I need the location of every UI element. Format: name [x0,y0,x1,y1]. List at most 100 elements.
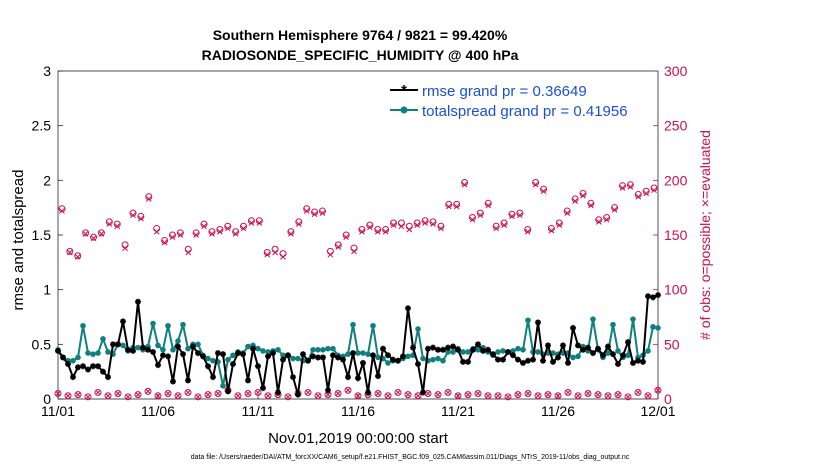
rmse-point [645,293,651,300]
obs-evaluated-marker [588,202,594,209]
rmse-point [470,346,476,353]
totalspread-point [230,352,236,359]
obs-evaluated-marker [82,231,89,237]
totalspread-point [375,354,381,361]
rmse-point [545,342,551,349]
obs-evaluated-marker [145,196,152,202]
obs-evaluated-marker [106,221,113,227]
y-left-tick-label: 0.5 [32,336,52,352]
totalspread-point [325,345,331,352]
rmse-point [650,294,656,301]
obs-evaluated-marker [343,234,350,241]
obs-low-marker [584,390,592,398]
obs-low-marker [504,393,512,401]
obs-low-evaluated-marker [405,392,411,397]
totalspread-point [205,355,211,362]
totalspread-point [465,349,471,355]
x-tick-label: 11/11 [242,403,275,419]
totalspread-point [440,357,446,364]
obs-low-evaluated-marker [555,393,561,399]
rmse-point [250,345,256,352]
legend-spread-marker [400,106,408,114]
rmse-point [580,346,586,353]
rmse-point [625,339,631,346]
obs-possible-marker [547,224,555,232]
rmse-point [280,356,286,363]
y-left-tick-label: 1 [43,282,51,298]
obs-possible-marker [145,193,153,201]
x-tick-label: 11/01 [41,403,75,419]
rmse-point [560,342,566,349]
y-right-tick-label: 150 [664,227,688,243]
obs-low-marker [154,392,162,400]
obs-low-marker [354,392,362,400]
rmse-point [620,352,626,359]
obs-possible-marker [587,199,595,207]
obs-low-marker [304,388,312,396]
totalspread-point [435,355,441,362]
obs-possible-marker [113,220,121,228]
totalspread-point [475,347,481,353]
obs-evaluated-marker [532,181,539,188]
obs-low-evaluated-marker [585,391,591,396]
totalspread-point [405,353,411,360]
obs-low-evaluated-marker [615,392,621,397]
obs-low-evaluated-marker [65,393,71,399]
rmse-point [355,375,361,382]
totalspread-point [605,350,611,356]
rmse-point [490,351,496,358]
obs-low-evaluated-marker [235,393,241,399]
obs-evaluated-marker [548,227,555,234]
rmse-point [215,350,221,357]
rmse-point [195,350,201,357]
obs-low-evaluated-marker [165,391,171,396]
obs-possible-marker [295,218,303,226]
rmse-point [235,350,241,357]
obs-evaluated-marker [351,248,357,255]
obs-possible-marker [58,205,66,213]
y-left-tick-label: 3 [43,63,51,79]
obs-low-marker [54,390,62,398]
chart-title-line2: RADIOSONDE_SPECIFIC_HUMIDITY @ 400 hPa [202,47,519,63]
y-right-tick-label: 100 [664,282,688,298]
obs-evaluated-marker [193,232,200,238]
totalspread-point [280,352,286,359]
rmse-point [150,348,156,355]
obs-low-evaluated-marker [205,392,211,397]
obs-low-evaluated-marker [325,392,331,397]
obs-low-evaluated-marker [265,393,271,399]
obs-evaluated-marker [438,225,444,232]
rmse-point [500,356,506,363]
totalspread-point [370,322,376,329]
totalspread-point [265,349,271,355]
obs-possible-marker [595,216,603,224]
rmse-point [220,351,226,358]
obs-evaluated-marker [224,225,231,232]
obs-evaluated-marker [295,221,302,227]
rmse-point [385,352,391,359]
obs-low-evaluated-marker [175,393,181,399]
obs-evaluated-marker [493,225,500,232]
obs-evaluated-marker [280,254,286,260]
obs-possible-marker [413,219,421,227]
rmse-point [120,318,126,325]
rmse-point [200,353,206,360]
obs-evaluated-marker [477,212,484,219]
obs-evaluated-marker [540,188,547,195]
obs-low-marker [394,388,402,396]
obs-evaluated-marker [122,245,128,251]
obs-evaluated-marker [556,222,563,229]
obs-evaluated-marker [382,228,389,235]
totalspread-point [355,350,361,356]
obs-low-marker [124,393,132,401]
totalspread-point [90,351,96,357]
obs-evaluated-marker [359,228,365,235]
obs-low-evaluated-marker [545,392,551,397]
totalspread-point [320,347,326,353]
rmse-point [145,346,151,353]
rmse-point [190,343,196,350]
obs-possible-marker [429,218,437,226]
obs-low-evaluated-marker [375,391,381,396]
obs-low-marker [214,390,222,398]
obs-low-marker [64,392,72,400]
